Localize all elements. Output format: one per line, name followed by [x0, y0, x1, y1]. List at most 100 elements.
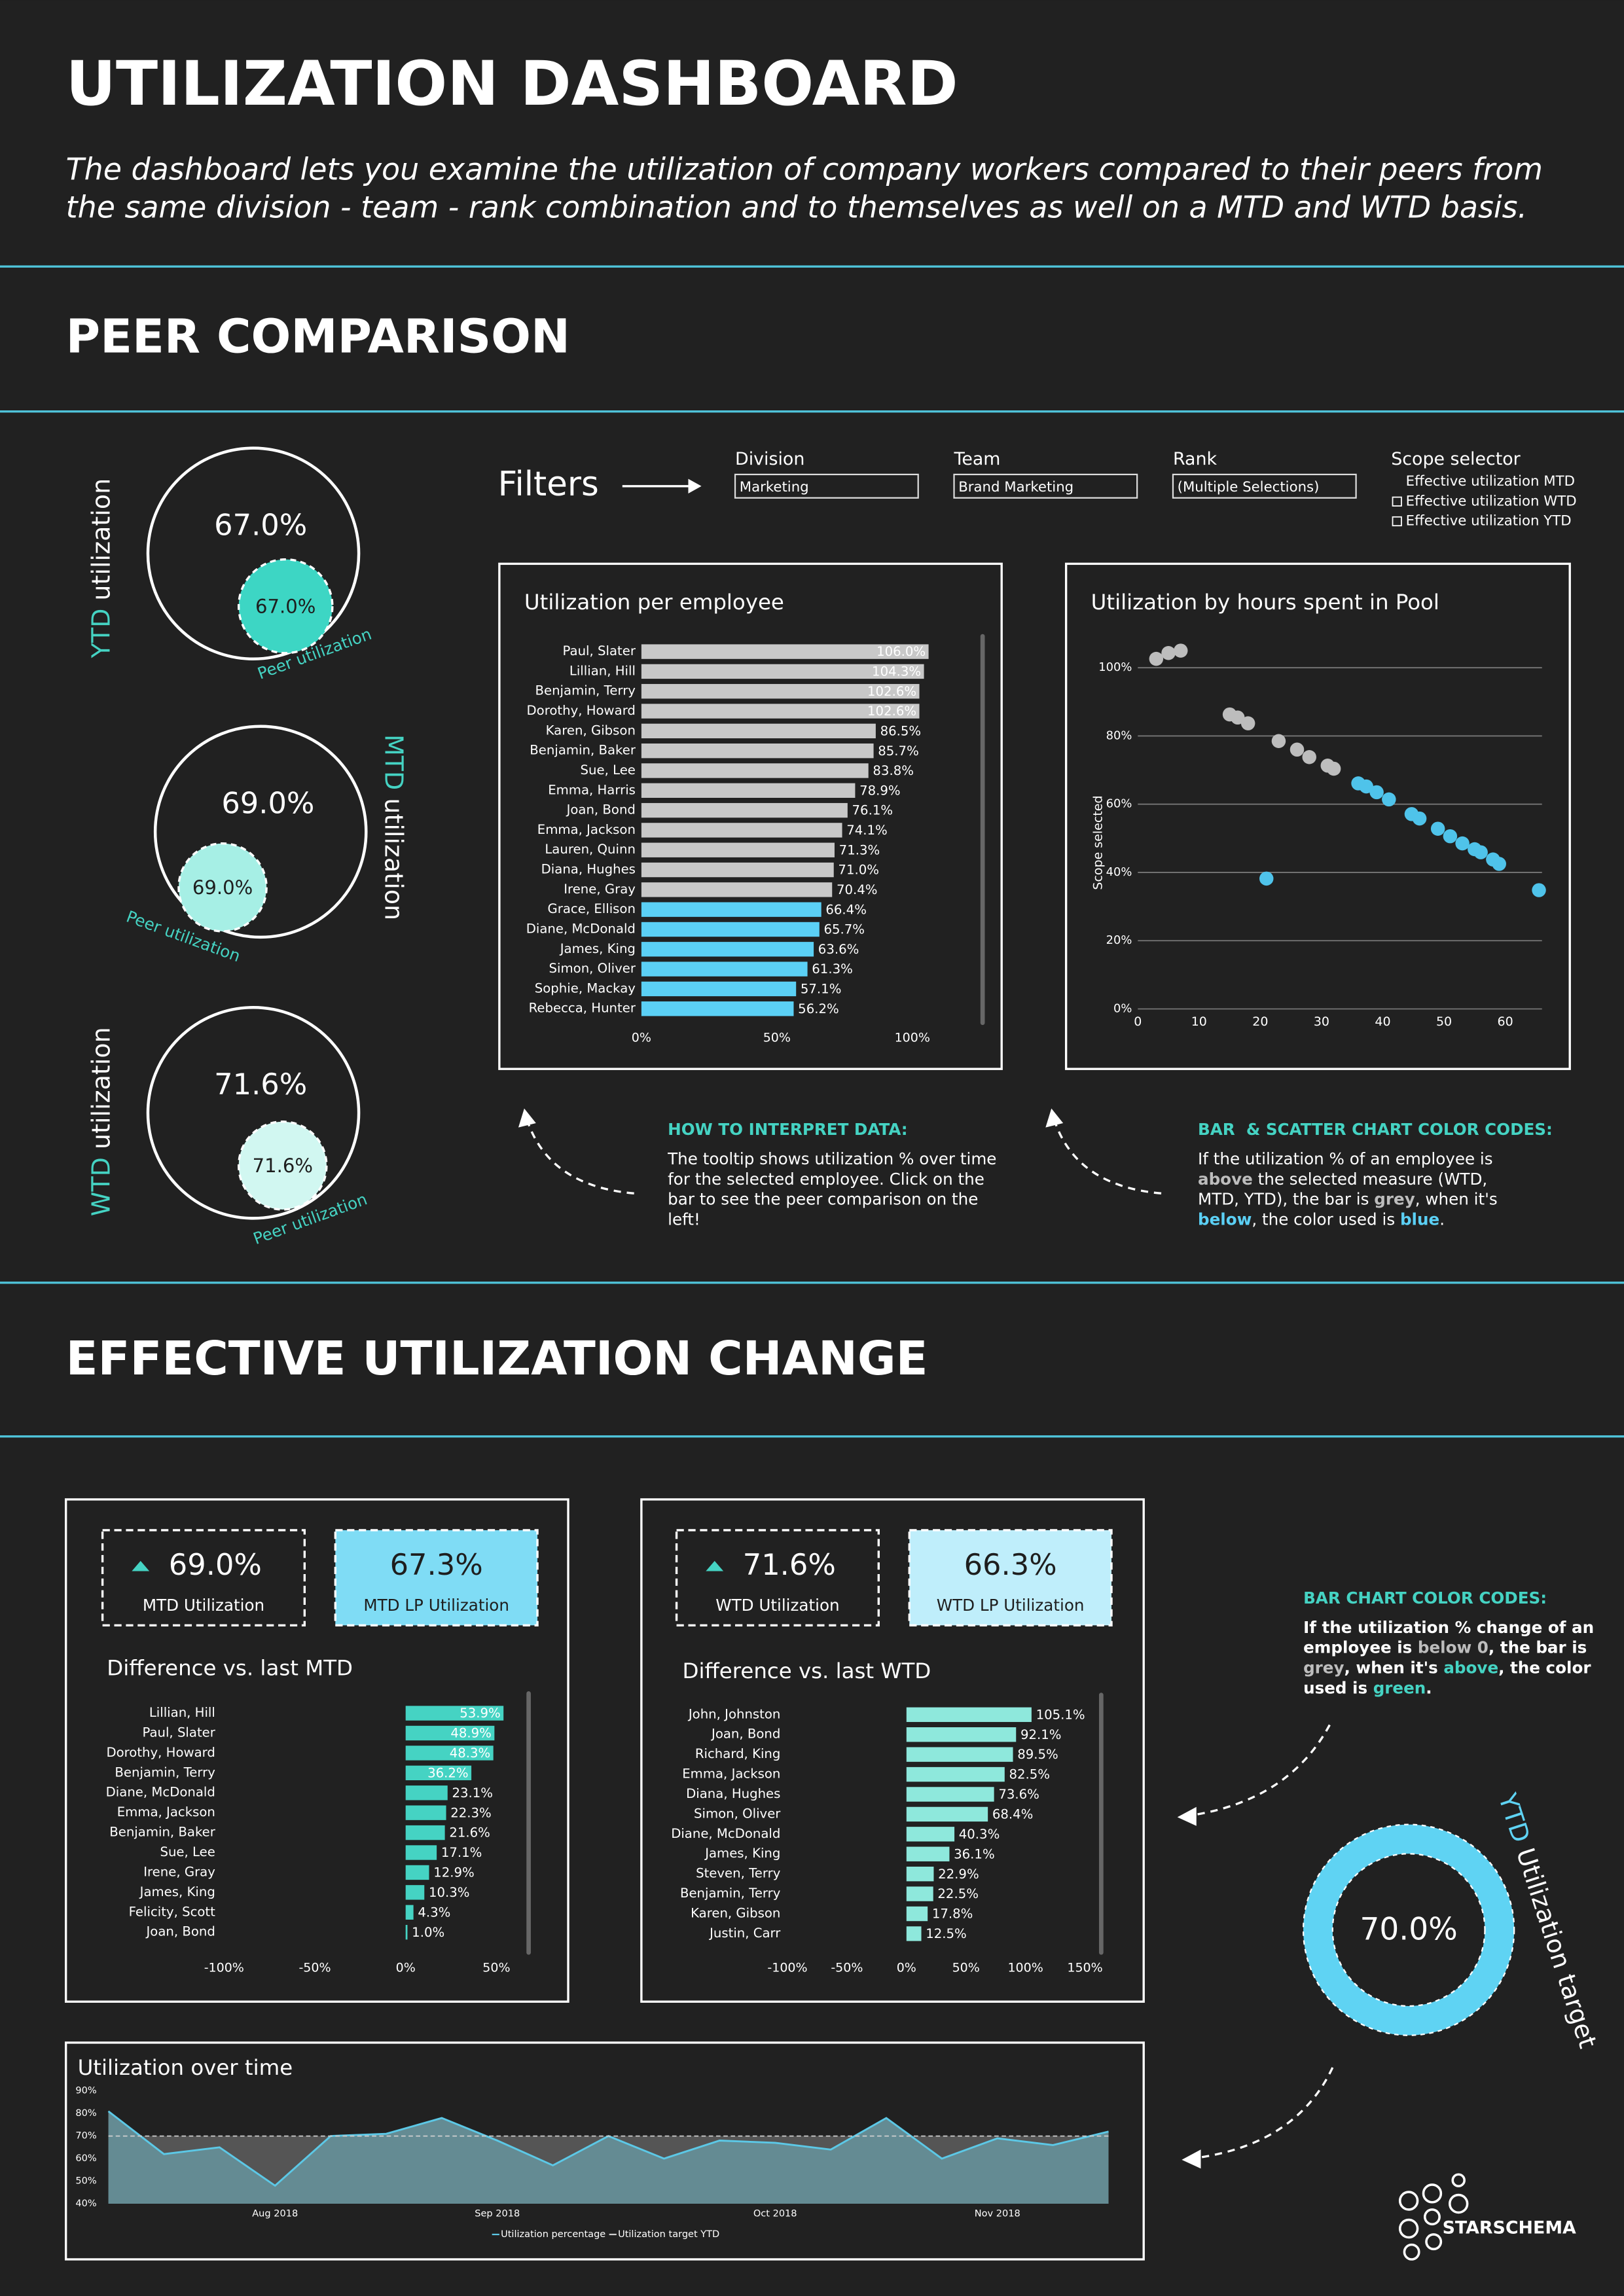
- y-tick-label: 100%: [1098, 660, 1132, 674]
- category-label: Diane, McDonald: [106, 1785, 215, 1800]
- bar: [906, 1846, 950, 1861]
- category-label: Simon, Oliver: [694, 1806, 781, 1821]
- note-text: , the color used is: [1252, 1210, 1400, 1229]
- x-tick-label: Aug 2018: [252, 2209, 298, 2219]
- chart-title: Difference vs. last MTD: [107, 1655, 353, 1680]
- circle-label: MTD utilization: [380, 734, 408, 920]
- bar: [405, 1925, 408, 1940]
- note-text: above: [1198, 1170, 1253, 1189]
- scrollbar: [1098, 1693, 1104, 1955]
- peer-circle: [237, 1121, 328, 1211]
- x-tick-label: Sep 2018: [475, 2209, 520, 2219]
- category-label: Joan, Bond: [566, 802, 636, 817]
- note-text: bar to see the peer comparison on the: [668, 1190, 978, 1209]
- x-tick-label: 50%: [763, 1031, 791, 1045]
- category-label: Benjamin, Terry: [535, 683, 636, 698]
- x-tick-label: 50%: [952, 1960, 980, 1975]
- x-tick-label: 0: [1134, 1014, 1142, 1029]
- category-label: James, King: [139, 1884, 215, 1899]
- x-tick-label: 0%: [396, 1960, 416, 1975]
- y-tick-label: 50%: [75, 2176, 96, 2187]
- bar: [641, 644, 929, 659]
- panel: [64, 1498, 569, 2003]
- panel: [498, 562, 1003, 1070]
- x-tick-label: 0%: [897, 1960, 916, 1975]
- category-label: Benjamin, Baker: [109, 1825, 216, 1840]
- category-label: Joan, Bond: [710, 1727, 780, 1742]
- note-text: below 0: [1418, 1638, 1489, 1657]
- value-label: 92.1%: [1020, 1727, 1062, 1742]
- value-label: 22.3%: [450, 1805, 492, 1820]
- value-label: 61.3%: [812, 961, 853, 977]
- x-tick-label: -100%: [204, 1960, 244, 1975]
- target-value: 70.0%: [1360, 1911, 1458, 1947]
- note-line: used is green.: [1303, 1678, 1432, 1697]
- value-label: 104.3%: [872, 664, 921, 679]
- bar: [641, 1001, 794, 1016]
- label-rest: utilization: [86, 1027, 115, 1157]
- arrow: [1189, 1724, 1331, 1817]
- bar: [405, 1865, 429, 1880]
- section-title: PEER COMPARISON: [66, 310, 570, 364]
- chart-title: Difference vs. last WTD: [683, 1659, 931, 1683]
- kpi-box: [334, 1529, 539, 1626]
- bar: [641, 704, 920, 719]
- x-tick-label: 40: [1375, 1014, 1390, 1029]
- bar: [641, 882, 833, 897]
- x-tick-label: -50%: [298, 1960, 331, 1975]
- x-tick-label: 50: [1436, 1014, 1452, 1029]
- value-label: 65.7%: [823, 922, 865, 937]
- category-label: Simon, Oliver: [549, 961, 636, 976]
- ring-edge: [1331, 1853, 1486, 2007]
- note-title: BAR & SCATTER CHART COLOR CODES:: [1198, 1120, 1553, 1139]
- value-label: 71.0%: [838, 863, 879, 878]
- x-tick-label: Nov 2018: [975, 2209, 1020, 2219]
- kpi-value: 69.0%: [169, 1547, 262, 1582]
- label-accent: MTD: [380, 734, 408, 790]
- bar: [641, 862, 834, 878]
- bar: [405, 1725, 495, 1741]
- category-label: Benjamin, Terry: [680, 1886, 781, 1901]
- category-label: Karen, Gibson: [546, 723, 636, 738]
- arrow: [526, 1119, 634, 1195]
- category-label: Joan, Bond: [145, 1924, 215, 1939]
- panel: [64, 2041, 1145, 2261]
- value-label: 106.0%: [876, 644, 926, 659]
- category-label: Emma, Jackson: [117, 1804, 215, 1820]
- note-text: MTD, YTD), the bar is: [1198, 1190, 1374, 1209]
- x-tick-label: 100%: [1007, 1960, 1043, 1975]
- utilization-value: 71.6%: [214, 1067, 307, 1102]
- x-tick-label: 100%: [895, 1031, 930, 1045]
- bar: [906, 1926, 922, 1941]
- x-tick-label: Oct 2018: [753, 2209, 797, 2219]
- scatter-point: [1532, 883, 1546, 897]
- category-label: Richard, King: [695, 1746, 781, 1761]
- utilization-value: 67.0%: [214, 507, 307, 542]
- scatter-point: [1473, 845, 1488, 859]
- bar: [641, 723, 876, 739]
- bar: [405, 1746, 494, 1761]
- category-label: Lillian, Hill: [569, 663, 636, 678]
- note-text: employee is: [1303, 1638, 1418, 1657]
- bar: [906, 1906, 928, 1922]
- note-text: left!: [668, 1210, 700, 1229]
- bar: [641, 823, 842, 838]
- category-label: Emma, Jackson: [682, 1767, 780, 1782]
- bar: [405, 1765, 472, 1781]
- arrow-head: [1182, 2149, 1201, 2169]
- y-tick-label: 70%: [75, 2131, 96, 2142]
- category-label: Lillian, Hill: [149, 1705, 215, 1720]
- note-text: If the utilization % of an employee is: [1198, 1149, 1493, 1168]
- bar: [405, 1805, 446, 1820]
- category-label: John, Johnston: [687, 1706, 781, 1721]
- value-label: 63.6%: [818, 942, 859, 957]
- category-label: Diana, Hughes: [686, 1786, 780, 1801]
- checkbox: [1392, 516, 1402, 527]
- category-label: Benjamin, Baker: [530, 743, 636, 758]
- scatter-point: [1455, 836, 1470, 851]
- kpi-value: 66.3%: [964, 1547, 1057, 1582]
- scatter-point: [1326, 761, 1341, 776]
- y-tick-label: 80%: [75, 2108, 96, 2119]
- peer-value: 67.0%: [255, 595, 316, 617]
- bar: [641, 684, 920, 699]
